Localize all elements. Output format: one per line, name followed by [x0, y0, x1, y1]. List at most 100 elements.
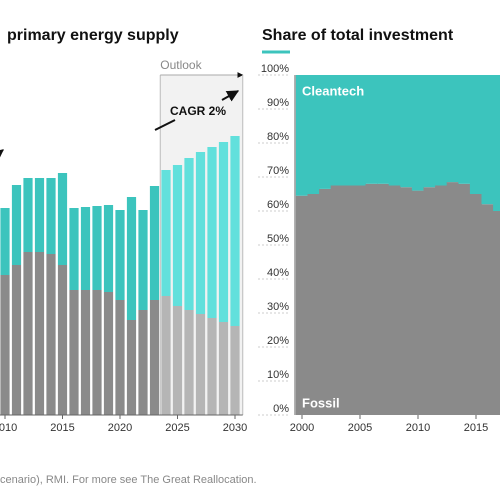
- x-tick-label: 2030: [223, 422, 247, 434]
- bar: [46, 254, 56, 415]
- y-tick-label: 40%: [267, 267, 289, 279]
- area-step: [330, 185, 343, 415]
- area-step: [319, 75, 332, 189]
- bar: [172, 306, 183, 415]
- y-tick-label: 10%: [267, 369, 289, 381]
- bar: [161, 170, 171, 296]
- area-step: [365, 183, 378, 415]
- bar: [103, 292, 114, 415]
- bar: [184, 310, 194, 415]
- area-step: [388, 185, 401, 415]
- x-tick-label: 2005: [348, 422, 372, 434]
- annotation-arrow: [154, 119, 176, 131]
- bar: [207, 318, 217, 415]
- area-step: [388, 75, 401, 186]
- right-panel: 0% 10% 20% 30% 40% 50% 60% 70% 80% 90% 100% 2000 200…: [258, 63, 500, 434]
- x-tick-label: 2015: [50, 422, 74, 434]
- x-tick-label: 2025: [165, 422, 189, 434]
- bar: [230, 326, 240, 415]
- y-tick-label: 100%: [261, 63, 289, 75]
- area-step: [400, 75, 413, 188]
- bar: [69, 290, 79, 415]
- chart-title: primary energy supply: [7, 27, 179, 44]
- x-tick-label: 2000: [290, 422, 314, 434]
- y-tick-label: 90%: [267, 97, 289, 109]
- area-step: [342, 185, 355, 415]
- bar: [138, 310, 148, 415]
- area-step: [435, 185, 448, 415]
- bar: [80, 290, 91, 415]
- x-tick-label: 2015: [464, 422, 488, 434]
- series-label: Cleantech: [302, 83, 364, 98]
- bar: [184, 158, 194, 310]
- area-step: [446, 182, 459, 415]
- bar: [149, 186, 160, 300]
- bar: [149, 300, 160, 415]
- area-step: [342, 75, 355, 186]
- bar: [172, 165, 183, 306]
- bar: [138, 210, 148, 310]
- area-step: [400, 187, 413, 415]
- area-step: [458, 183, 471, 415]
- area-step: [469, 194, 483, 415]
- area-step: [411, 190, 425, 415]
- x-tick-label: 2020: [108, 422, 132, 434]
- left-panel: Outlook 2010 2015 2020 2025 2030: [0, 58, 247, 434]
- y-tick-label: 50%: [267, 233, 289, 245]
- bar: [23, 252, 33, 415]
- outlook-label: Outlook: [160, 58, 202, 72]
- bar: [0, 275, 10, 415]
- area-step: [307, 194, 320, 415]
- area-step: [330, 75, 343, 186]
- source: cenario), RMI. For more see The Great Re…: [0, 474, 257, 486]
- area-step: [307, 75, 320, 194]
- area-step: [423, 187, 436, 415]
- area-step: [446, 75, 459, 183]
- bar: [92, 290, 102, 415]
- bar: [115, 300, 125, 415]
- bar: [195, 314, 206, 415]
- bar: [11, 185, 22, 265]
- area-step: [365, 75, 378, 184]
- area-step: [481, 204, 494, 415]
- area-step: [458, 75, 471, 184]
- annotation: CAGR 2%: [170, 104, 226, 118]
- bar: [126, 197, 137, 320]
- y-tick-label: 20%: [267, 335, 289, 347]
- x-tick-label: 2010: [406, 422, 430, 434]
- y-tick-label: 60%: [267, 199, 289, 211]
- bar: [80, 207, 91, 290]
- area-step: [319, 188, 332, 415]
- y-tick-label: 70%: [267, 165, 289, 177]
- chart-title: Share of total investment: [262, 27, 454, 44]
- area-step: [493, 75, 500, 211]
- bar: [207, 147, 217, 318]
- bar: [11, 265, 22, 415]
- series-label: Fossil: [302, 395, 340, 410]
- annotation-arrow: [221, 90, 240, 102]
- bar: [69, 208, 79, 290]
- area-step: [423, 75, 436, 188]
- bar: [34, 178, 45, 252]
- area-step: [377, 75, 390, 184]
- y-tick-label: 30%: [267, 301, 289, 313]
- area-step: [493, 211, 500, 415]
- bar: [195, 152, 206, 314]
- bar: [34, 252, 45, 415]
- bar: [0, 208, 10, 275]
- bar: [126, 320, 137, 415]
- bar: [46, 178, 56, 254]
- annotation-arrow: [0, 149, 4, 162]
- area-step: [295, 195, 309, 415]
- area-step: [353, 75, 367, 186]
- x-tick-label: 2010: [0, 422, 17, 434]
- bar: [218, 322, 229, 415]
- bar: [161, 296, 171, 415]
- area-step: [353, 185, 367, 415]
- area-step: [435, 75, 448, 186]
- bar: [103, 205, 114, 292]
- bar: [218, 142, 229, 322]
- area-step: [481, 75, 494, 205]
